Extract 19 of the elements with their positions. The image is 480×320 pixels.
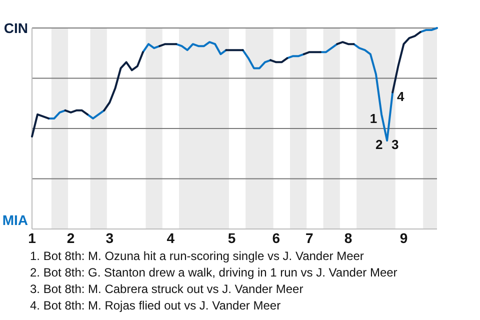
- text: 4. Bot 8th: M. Rojas flied out vs J. Vander Meer: [30, 298, 281, 312]
- x-tick-label: 1: [28, 230, 36, 246]
- annotation: 4: [397, 88, 405, 104]
- annotation: 1: [370, 110, 378, 126]
- annotation: 3: [391, 136, 399, 152]
- x-tick-label: 3: [106, 230, 114, 246]
- x-tick-label: 5: [228, 230, 236, 246]
- x-tick-label: 4: [166, 230, 175, 246]
- x-tick-label: 2: [66, 230, 75, 246]
- text: MIA: [2, 212, 28, 228]
- x-tick-label: 9: [400, 230, 408, 246]
- x-tick-label: 6: [272, 230, 280, 246]
- text: 2. Bot 8th: G. Stanton drew a walk, driving in 1 run vs J. Vander Meer: [30, 266, 398, 280]
- annotation: 2: [375, 136, 383, 152]
- text: 3. Bot 8th: M. Cabrera struck out vs J. Vander Meer: [30, 282, 304, 296]
- x-tick-label: 7: [306, 230, 314, 246]
- text: CIN: [4, 20, 28, 36]
- x-tick-label: 8: [344, 230, 352, 246]
- text: 1. Bot 8th: M. Ozuna hit a run-scoring single vs J. Vander Meer: [30, 249, 364, 263]
